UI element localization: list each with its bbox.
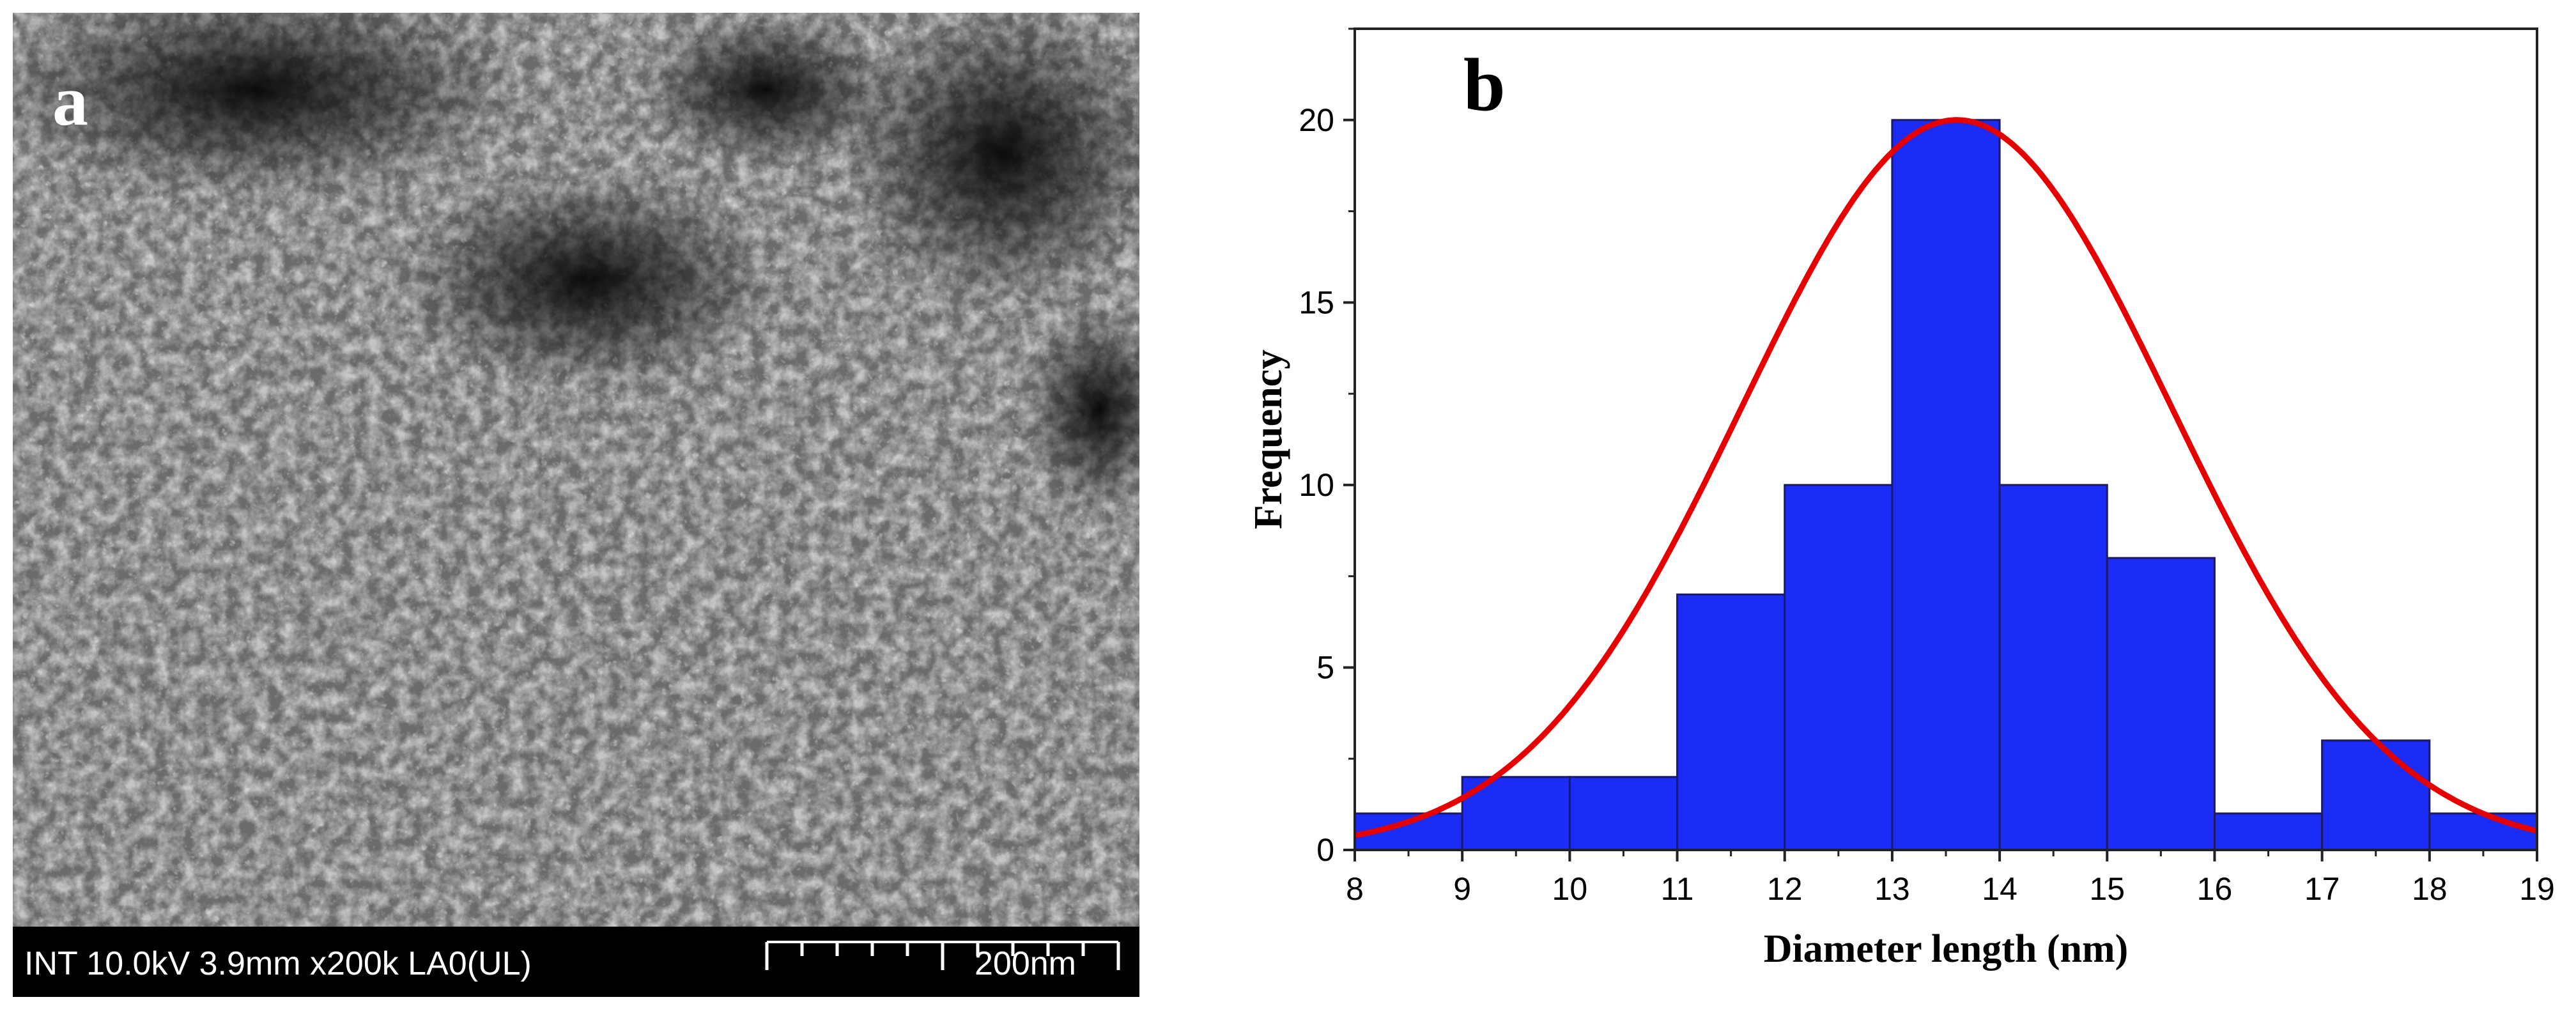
histogram-bar-13-14 — [1891, 119, 2001, 851]
sem-info-bar: INT 10.0kV 3.9mm x200k LA0(UL) 200nm — [13, 927, 1139, 997]
x-tick-label: 8 — [1346, 871, 1364, 907]
y-tick-label: 20 — [1299, 102, 1334, 138]
histogram-bar-11-12 — [1676, 593, 1786, 851]
x-tick-label: 11 — [1661, 871, 1694, 907]
histogram-bar-18-19 — [2428, 812, 2538, 851]
sem-scale-label: 200nm — [975, 945, 1076, 982]
panel-b-label: b — [1463, 43, 1506, 127]
x-tick-label: 13 — [1874, 871, 1910, 907]
sem-scale-bar — [765, 941, 1120, 970]
histogram-panel: b 8 9 10 11 12 13 14 15 16 17 18 19 0 5 10 15 20 Diamet… — [1150, 0, 2576, 1011]
histogram-bar-16-17 — [2213, 812, 2324, 851]
y-tick-label: 5 — [1316, 649, 1334, 685]
y-axis-title: Frequency — [1247, 350, 1290, 529]
x-tick-label: 10 — [1552, 871, 1588, 907]
panel-a-label: a — [52, 61, 88, 141]
x-tick-label: 12 — [1767, 871, 1803, 907]
x-tick-label: 19 — [2519, 871, 2555, 907]
y-tick-label: 10 — [1299, 467, 1334, 503]
x-tick-label: 14 — [1982, 871, 2017, 907]
diameter-histogram: b 8 9 10 11 12 13 14 15 16 17 18 19 0 5 10 15 20 Diamet… — [1247, 27, 2555, 971]
histogram-bar-10-11 — [1568, 776, 1679, 851]
x-tick-label: 18 — [2412, 871, 2448, 907]
y-tick-label: 0 — [1316, 832, 1334, 868]
y-tick-label: 15 — [1299, 284, 1334, 320]
x-tick-label: 15 — [2089, 871, 2125, 907]
x-tick-label: 9 — [1453, 871, 1471, 907]
sem-micrograph — [13, 13, 1139, 927]
gaussian-fit-curve — [1354, 117, 2538, 838]
histogram-bar-12-13 — [1784, 484, 1893, 851]
histogram-bar-17-18 — [2321, 739, 2431, 851]
histogram-bar-15-16 — [2106, 557, 2216, 851]
x-tick-label: 17 — [2304, 871, 2340, 907]
x-axis-title: Diameter length (nm) — [1764, 927, 2129, 971]
sem-acquisition-info: INT 10.0kV 3.9mm x200k LA0(UL) — [24, 945, 532, 982]
sem-panel: a INT 10.0kV 3.9mm x200k LA0(UL) 200nm — [13, 13, 1139, 997]
x-tick-label: 16 — [2197, 871, 2233, 907]
histogram-bar-14-15 — [1998, 484, 2108, 851]
